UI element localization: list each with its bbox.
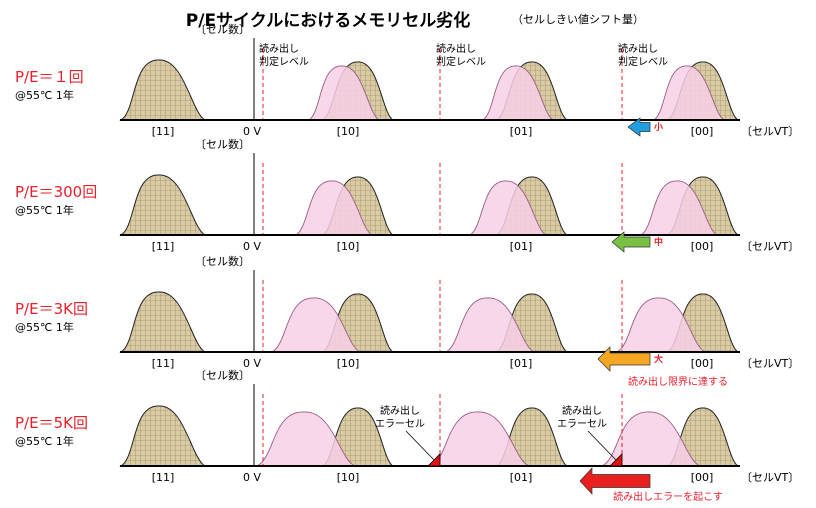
read-error-pointer [587, 430, 617, 461]
state-label-[10]: [10] [337, 240, 360, 253]
state-label-[00]: [00] [691, 125, 714, 138]
row-note: 読み出しエラーを起こす [613, 490, 723, 503]
state-label-[10]: [10] [337, 125, 360, 138]
read-error-label: 読み出し [380, 404, 420, 417]
distribution-11 [119, 405, 206, 467]
pe-row-4: P/E＝5K回 @55℃ 1年 〔セル数〕 [11] [10] [01] [00] 0 V 〔セ… [15, 369, 799, 503]
state-label-[01]: [01] [510, 471, 533, 484]
state-label-[00]: [00] [691, 357, 714, 370]
distribution-shifted-[01] [445, 297, 535, 353]
distribution-11 [119, 174, 206, 236]
read-error-label: 読み出し [562, 404, 602, 417]
diagram-title: P/Eサイクルにおけるメモリセル劣化 [186, 10, 470, 31]
distribution-shifted-[10] [307, 65, 381, 121]
zero-volt-label: 0 V [243, 357, 261, 370]
zero-volt-label: 0 V [243, 471, 261, 484]
distribution-shifted-[00] [616, 297, 706, 353]
zero-volt-label: 0 V [243, 240, 261, 253]
distribution-11 [119, 59, 206, 121]
read-level-label: 判定レベル [259, 55, 309, 68]
vt-shift-arrow [627, 117, 651, 137]
state-label-[10]: [10] [337, 471, 360, 484]
state-label-[00]: [00] [691, 240, 714, 253]
state-label-[01]: [01] [510, 125, 533, 138]
read-level-label: 読み出し [259, 42, 299, 55]
read-error-label: エラーセル [557, 418, 607, 430]
read-level-label: 判定レベル [618, 55, 668, 68]
vt-axis-label: 〔セルVT〕 [741, 471, 799, 484]
cell-count-label: 〔セル数〕 [195, 23, 250, 36]
read-level-label: 判定レベル [436, 55, 486, 68]
shift-amount-label: 大 [654, 353, 663, 365]
pe-cycle-label: P/E＝5K回 [15, 414, 88, 432]
vt-axis-label: 〔セルVT〕 [741, 357, 799, 370]
pe-row-3: P/E＝3K回@55℃ 1年〔セル数〕[11] [10] [01] [00]0 V 〔セ… [15, 255, 799, 388]
distribution-shifted-[10] [271, 297, 361, 353]
retention-condition: @55℃ 1年 [15, 203, 74, 217]
distribution-shifted-[10] [256, 411, 356, 467]
read-error-pointer [405, 430, 435, 461]
state-label-[11]: [11] [152, 357, 175, 370]
distribution-shifted-[10] [294, 180, 373, 236]
state-label-[11]: [11] [152, 240, 175, 253]
retention-condition: @55℃ 1年 [15, 434, 74, 448]
pe-row-2: P/E＝300回 @55℃ 1年 〔セル数〕 [11] [10] [01] [00] 0 V 〔… [15, 138, 799, 253]
read-level-label: 読み出し [436, 42, 476, 55]
vt-shift-arrow [597, 346, 651, 372]
vt-axis-label: 〔セルVT〕 [741, 125, 799, 138]
distribution-shifted-[01] [481, 65, 555, 121]
distribution-shifted-[01] [430, 411, 530, 467]
distribution-shifted-[00] [652, 65, 726, 121]
cell-count-label: 〔セル数〕 [195, 138, 250, 151]
state-label-[11]: [11] [152, 471, 175, 484]
pe-cycle-label: P/E＝300回 [15, 183, 97, 201]
read-error-label: エラーセル [375, 418, 425, 430]
shift-amount-label: 小 [653, 121, 663, 133]
state-label-[10]: [10] [337, 357, 360, 370]
pe-row-1: P/E＝１回@55℃ 1年読み出し判定レベル読み出し判定レベル読み出し判定レベル… [15, 23, 799, 138]
cell-count-label: 〔セル数〕 [195, 369, 250, 382]
vt-shift-arrow [611, 231, 651, 253]
shift-amount-label: 中 [654, 236, 663, 248]
diagram-subtitle: （セルしきい値シフト量） [512, 13, 644, 26]
state-label-[00]: [00] [691, 471, 714, 484]
vt-shift-arrow [579, 467, 651, 495]
retention-condition: @55℃ 1年 [15, 88, 74, 102]
state-label-[11]: [11] [152, 125, 175, 138]
read-level-label: 読み出し [618, 42, 658, 55]
distribution-11 [119, 291, 206, 353]
state-label-[01]: [01] [510, 240, 533, 253]
row-note: 読み出し限界に達する [628, 375, 728, 388]
zero-volt-label: 0 V [243, 125, 261, 138]
distribution-shifted-[01] [468, 180, 547, 236]
pe-cycle-label: P/E＝3K回 [15, 300, 88, 318]
distribution-shifted-[00] [639, 180, 718, 236]
state-label-[01]: [01] [510, 357, 533, 370]
retention-condition: @55℃ 1年 [15, 320, 74, 334]
cell-count-label: 〔セル数〕 [195, 255, 250, 268]
vt-axis-label: 〔セルVT〕 [741, 240, 799, 253]
pe-cycle-label: P/E＝１回 [15, 68, 84, 86]
distribution-shifted-[00] [601, 411, 701, 467]
